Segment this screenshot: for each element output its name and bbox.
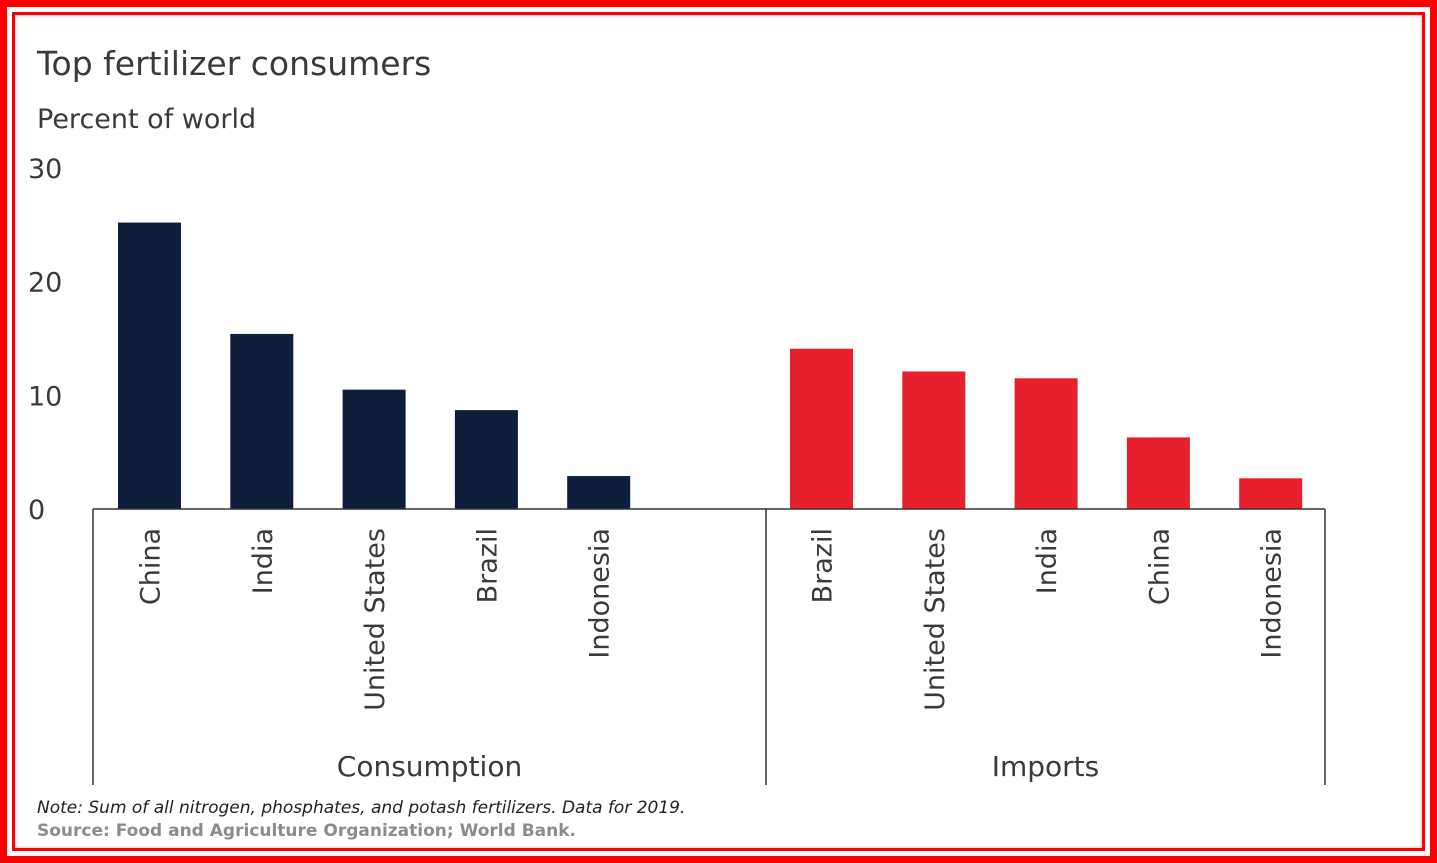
x-category-label: China [136, 528, 167, 605]
x-category-label: China [1144, 528, 1175, 605]
x-category-label: United States [360, 528, 391, 711]
x-category-label: Indonesia [1257, 528, 1288, 659]
bar-imports-brazil [790, 348, 853, 509]
group-label-consumption: Consumption [337, 750, 522, 783]
bar-imports-china [1126, 437, 1190, 509]
y-tick-label: 30 [28, 154, 62, 185]
bar-imports-india [1014, 378, 1078, 509]
bar-consumption-china [118, 222, 181, 509]
x-category-label: Brazil [808, 528, 839, 603]
bar-consumption-india [230, 333, 294, 509]
x-category-label: United States [920, 528, 951, 711]
bar-consumption-brazil [454, 410, 518, 509]
bar-imports-united-states [902, 371, 966, 509]
chart-source: Source: Food and Agriculture Organizatio… [37, 821, 577, 841]
x-category-label: Brazil [472, 528, 503, 603]
x-category-label: Indonesia [585, 528, 616, 659]
y-tick-label: 20 [28, 268, 62, 299]
y-tick-label: 10 [28, 381, 62, 412]
bar-imports-indonesia [1239, 478, 1303, 509]
chart-note: Note: Sum of all nitrogen, phosphates, a… [37, 798, 686, 818]
x-category-label: India [248, 528, 279, 594]
chart-title: Top fertilizer consumers [37, 44, 432, 83]
y-tick-label: 0 [28, 495, 45, 526]
inner-frame-border [12, 12, 1425, 851]
bar-consumption-indonesia [567, 476, 631, 509]
bar-consumption-united-states [342, 389, 406, 509]
chart-subtitle: Percent of world [37, 104, 257, 135]
group-label-imports: Imports [992, 750, 1100, 783]
x-category-label: India [1032, 528, 1063, 594]
